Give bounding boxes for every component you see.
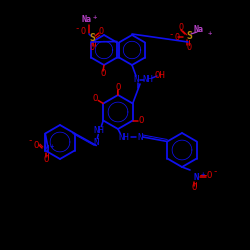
Text: -: - bbox=[212, 168, 218, 176]
Text: +: + bbox=[50, 143, 54, 149]
Text: N: N bbox=[133, 76, 139, 84]
Text: +: + bbox=[93, 14, 97, 20]
Text: NH: NH bbox=[93, 126, 104, 135]
Text: N: N bbox=[137, 132, 143, 141]
Text: N: N bbox=[193, 174, 199, 182]
Text: O: O bbox=[178, 22, 184, 32]
Text: O: O bbox=[43, 154, 49, 164]
Text: O: O bbox=[138, 116, 143, 125]
Text: S: S bbox=[89, 33, 95, 43]
Text: O: O bbox=[90, 44, 94, 52]
Text: O: O bbox=[115, 82, 121, 92]
Text: N: N bbox=[94, 138, 99, 147]
Text: O: O bbox=[174, 34, 180, 42]
Text: O: O bbox=[191, 184, 197, 192]
Text: -: - bbox=[168, 30, 174, 40]
Text: NH: NH bbox=[142, 76, 154, 84]
Text: NH: NH bbox=[119, 132, 130, 141]
Text: +: + bbox=[208, 30, 212, 36]
Text: O: O bbox=[100, 70, 106, 78]
Text: O: O bbox=[92, 94, 98, 103]
Text: O: O bbox=[33, 140, 39, 149]
Text: O: O bbox=[98, 28, 103, 36]
Text: O: O bbox=[206, 172, 212, 180]
Text: O: O bbox=[80, 26, 86, 36]
Text: Na: Na bbox=[194, 26, 204, 35]
Text: -: - bbox=[27, 136, 33, 145]
Text: S: S bbox=[186, 31, 192, 41]
Text: -: - bbox=[74, 24, 80, 34]
Text: OH: OH bbox=[154, 70, 166, 80]
Text: +: + bbox=[201, 171, 205, 177]
Text: N: N bbox=[43, 146, 49, 154]
Text: O: O bbox=[186, 42, 192, 51]
Text: Na: Na bbox=[82, 16, 92, 24]
